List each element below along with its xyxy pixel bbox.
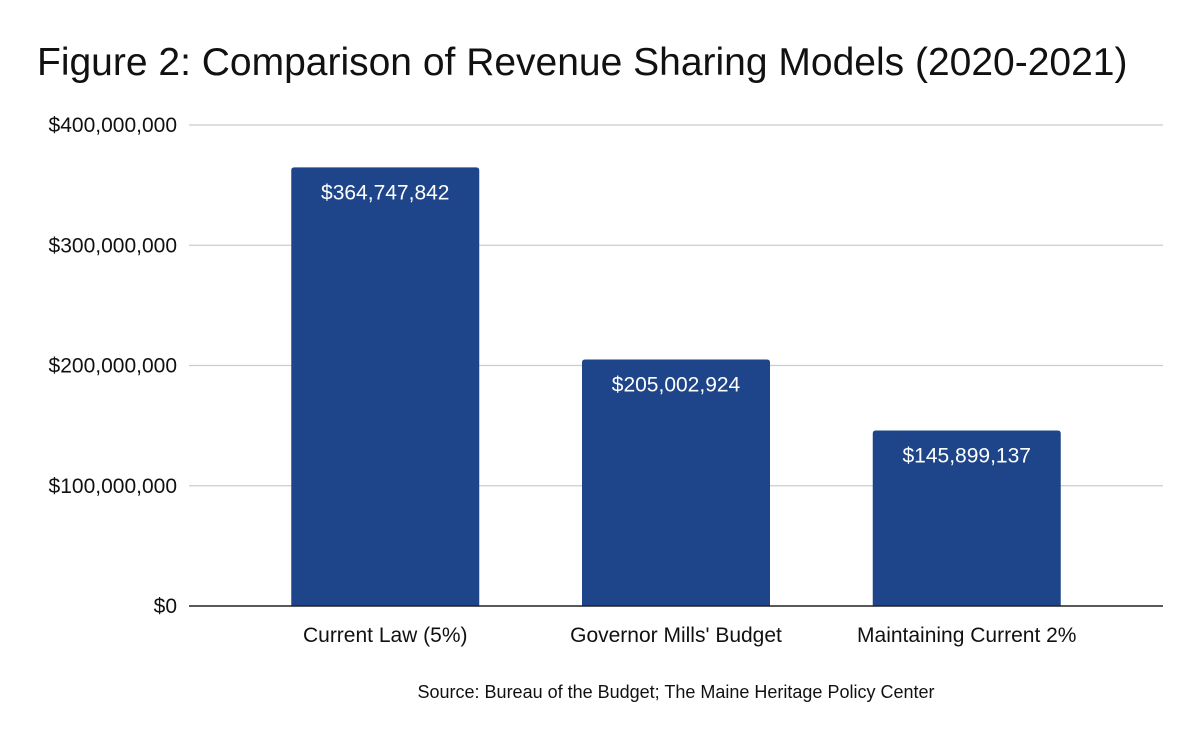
bar xyxy=(582,359,770,606)
bar-value-label: $145,899,137 xyxy=(903,445,1031,468)
source-note: Source: Bureau of the Budget; The Maine … xyxy=(418,682,935,702)
x-axis-ticks: Current Law (5%) Governor Mills' Budget Ma… xyxy=(303,624,1077,647)
x-tick-label: Governor Mills' Budget xyxy=(570,624,782,647)
x-tick-label: Current Law (5%) xyxy=(303,624,468,647)
data-labels: $364,747,842 $205,002,924 $145,899,137 xyxy=(321,181,1031,467)
bar xyxy=(291,167,480,606)
y-tick-label: $300,000,000 xyxy=(49,234,177,257)
x-tick-label: Maintaining Current 2% xyxy=(857,624,1076,647)
chart-title: Figure 2: Comparison of Revenue Sharing … xyxy=(37,41,1127,84)
y-tick-label: $0 xyxy=(154,595,177,618)
y-tick-label: $400,000,000 xyxy=(49,114,177,137)
bar-value-label: $205,002,924 xyxy=(612,373,741,396)
y-tick-label: $200,000,000 xyxy=(49,355,177,378)
bar-value-label: $364,747,842 xyxy=(321,181,449,204)
y-tick-label: $100,000,000 xyxy=(49,475,177,498)
bars xyxy=(291,167,1061,606)
bar xyxy=(872,430,1061,606)
y-axis-ticks: $0 $100,000,000 $200,000,000 $300,000,000 $4… xyxy=(49,114,177,618)
